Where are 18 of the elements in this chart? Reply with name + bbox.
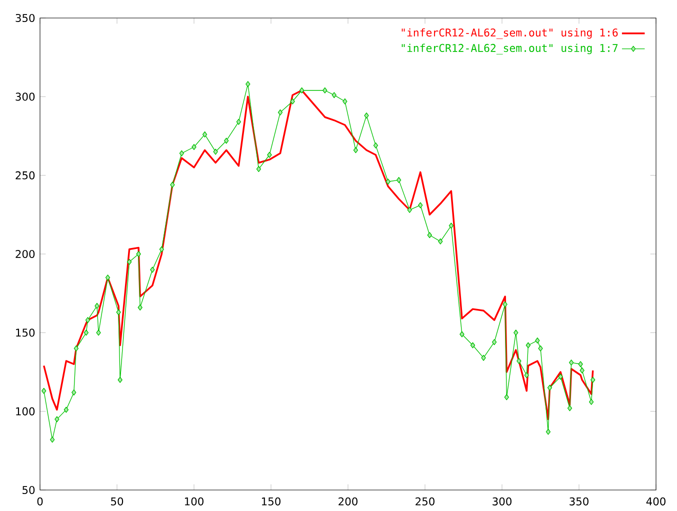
y-tick-label: 150 (16, 328, 35, 337)
y-tick-label: 250 (16, 171, 35, 180)
x-tick-label: 150 (262, 497, 280, 506)
x-tick-label: 100 (184, 497, 204, 506)
y-tick-label: 50 (22, 486, 35, 494)
x-tick-label: 200 (338, 497, 358, 506)
x-tick-label: 250 (416, 497, 434, 506)
y-tick-label: 200 (16, 250, 35, 258)
y-tick-label: 100 (16, 407, 35, 416)
legend-label: "inferCR12-AL62_sem.out" using 1:6 (402, 28, 618, 39)
legend-label: "inferCR12-AL62_sem.out" using 1:7 (402, 44, 618, 54)
x-tick-label: 50 (111, 497, 124, 506)
x-tick-label: 400 (646, 497, 666, 506)
x-tick-label: 0 (37, 497, 43, 506)
y-tick-label: 300 (16, 92, 35, 101)
x-tick-label: 300 (492, 497, 512, 506)
x-tick-label: 350 (570, 497, 588, 506)
y-tick-label: 350 (16, 14, 35, 22)
